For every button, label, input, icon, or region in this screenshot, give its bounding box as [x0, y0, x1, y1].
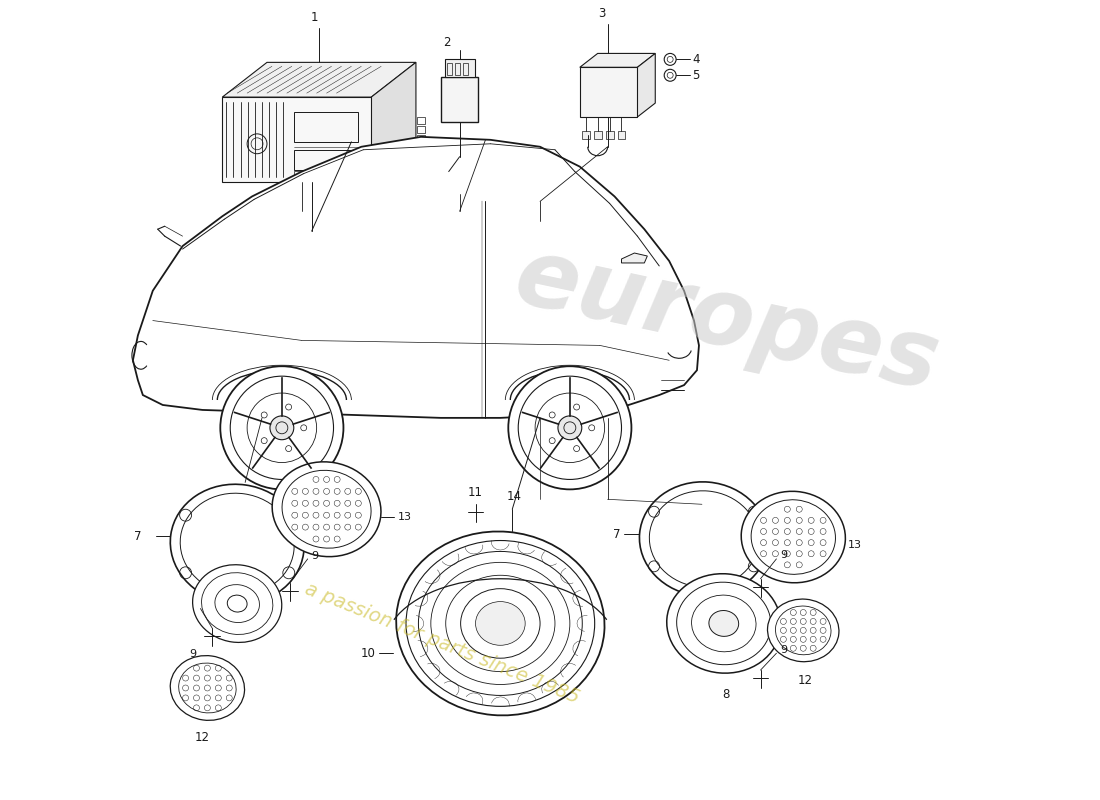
Ellipse shape [741, 491, 846, 582]
Bar [443, 185, 465, 194]
Bar [294, 112, 359, 142]
Text: 1: 1 [310, 11, 318, 24]
Ellipse shape [170, 656, 244, 720]
Ellipse shape [396, 531, 605, 715]
Circle shape [558, 416, 582, 440]
Bar [594, 131, 602, 139]
Text: 9: 9 [311, 551, 319, 561]
Polygon shape [621, 253, 647, 263]
Ellipse shape [475, 602, 525, 646]
Text: 12: 12 [798, 674, 813, 686]
Circle shape [270, 416, 294, 440]
Bar [580, 67, 637, 117]
Text: 3: 3 [598, 7, 605, 20]
Ellipse shape [667, 574, 781, 673]
Text: 9: 9 [189, 650, 196, 659]
Ellipse shape [192, 565, 282, 642]
Bar [617, 131, 626, 139]
Bar [417, 126, 425, 133]
Circle shape [220, 366, 343, 490]
Ellipse shape [708, 610, 739, 636]
Polygon shape [372, 62, 416, 182]
Text: 5: 5 [692, 69, 700, 82]
Ellipse shape [768, 599, 839, 662]
Bar [444, 59, 474, 78]
Text: 13: 13 [398, 512, 412, 522]
Polygon shape [222, 62, 416, 97]
Bar [447, 63, 452, 75]
Text: 13: 13 [848, 540, 862, 550]
Text: 7: 7 [613, 527, 620, 541]
Text: 9: 9 [780, 646, 788, 655]
Text: 9: 9 [780, 550, 788, 560]
Ellipse shape [639, 482, 769, 596]
Bar [441, 78, 478, 122]
Ellipse shape [272, 462, 381, 557]
Bar [294, 150, 359, 170]
Polygon shape [637, 54, 656, 117]
Text: 10: 10 [361, 646, 375, 660]
Text: 8: 8 [722, 689, 729, 702]
Circle shape [508, 366, 631, 490]
Text: 4: 4 [692, 53, 700, 66]
Bar [222, 97, 372, 182]
Bar [417, 135, 425, 142]
Text: 14: 14 [507, 490, 521, 503]
Bar [582, 131, 590, 139]
Text: 11: 11 [468, 486, 483, 499]
Bar [294, 170, 326, 177]
Bar [463, 63, 469, 75]
Text: 2: 2 [443, 36, 451, 49]
Bar [417, 117, 425, 124]
Text: europes: europes [507, 230, 947, 410]
Text: a passion for parts since 1985: a passion for parts since 1985 [301, 579, 582, 707]
Ellipse shape [170, 484, 304, 604]
Polygon shape [580, 54, 656, 67]
Text: 12: 12 [195, 731, 210, 744]
Bar [606, 131, 614, 139]
Bar [443, 171, 465, 182]
Bar [454, 63, 460, 75]
PathPatch shape [133, 137, 698, 418]
Bar [252, 211, 351, 286]
Text: 7: 7 [134, 530, 142, 542]
